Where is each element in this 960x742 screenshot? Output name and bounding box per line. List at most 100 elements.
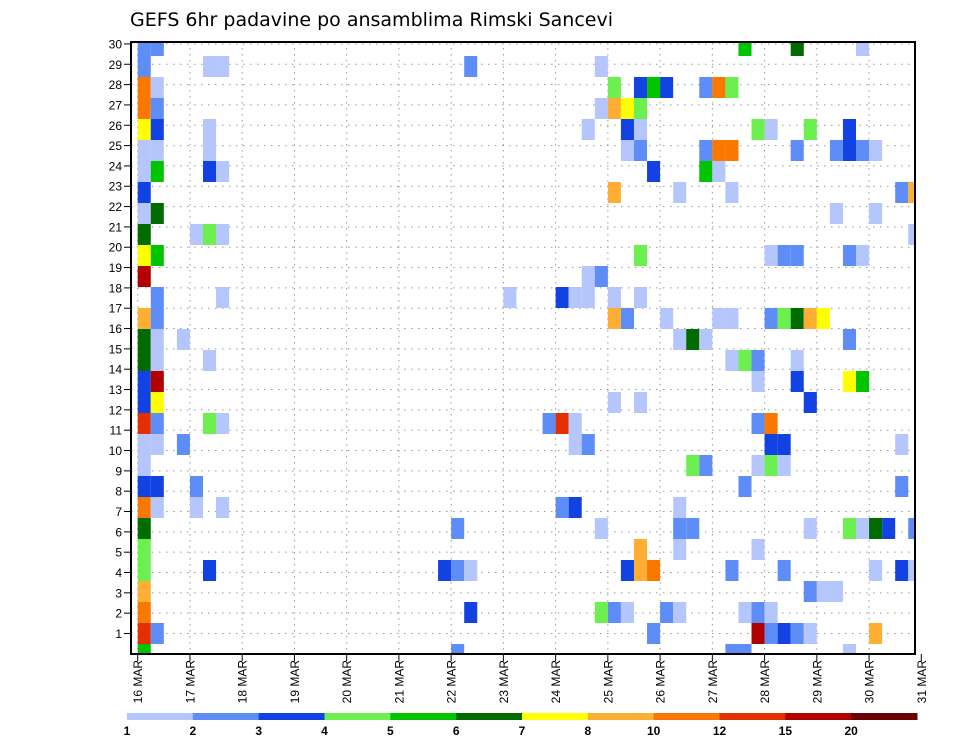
colorbar-label: 2: [189, 724, 196, 738]
heatmap-cell: [438, 560, 452, 581]
heatmap-cell: [568, 287, 582, 308]
colorbar-segment: [851, 713, 918, 720]
heatmap-cell: [620, 119, 634, 140]
heatmap-cell: [856, 140, 870, 161]
heatmap-cell: [150, 203, 164, 224]
heatmap-cell: [633, 77, 648, 98]
colorbar-segment: [127, 713, 194, 720]
heatmap-cell: [803, 392, 817, 413]
heatmap-cell: [647, 77, 661, 98]
heatmap-cell: [738, 42, 752, 56]
y-tick-label: 12: [109, 403, 123, 417]
y-tick-label: 14: [109, 363, 123, 377]
heatmap-cell: [150, 42, 164, 56]
heatmap-cell: [568, 434, 582, 455]
heatmap-cell: [803, 518, 817, 539]
heatmap-cell: [764, 413, 778, 434]
heatmap-cell: [137, 539, 151, 560]
heatmap-cell: [555, 287, 569, 308]
heatmap-cell: [764, 455, 778, 476]
heatmap-cell: [137, 581, 151, 602]
heatmap-cell: [908, 182, 915, 203]
heatmap-cell: [712, 140, 726, 161]
heatmap-cell: [581, 266, 595, 287]
heatmap-cell: [751, 455, 765, 476]
heatmap-cell: [777, 308, 791, 329]
colorbar-label: 7: [519, 724, 526, 738]
heatmap-cell: [856, 245, 870, 266]
plot-frame: [130, 41, 916, 655]
heatmap-cell: [895, 476, 909, 497]
y-tick-label: 19: [109, 261, 123, 275]
colorbar-label: 1: [124, 724, 131, 738]
y-tick-label: 28: [109, 78, 123, 92]
y-tick-label: 5: [115, 546, 122, 560]
heatmap-cell: [725, 560, 739, 581]
heatmap-cells: [137, 42, 915, 654]
heatmap-cell: [137, 329, 151, 350]
heatmap-cell: [216, 161, 230, 182]
heatmap-cell: [660, 77, 674, 98]
colorbar-segment: [785, 713, 852, 720]
heatmap-cell: [150, 287, 164, 308]
heatmap-cell: [594, 266, 608, 287]
heatmap-cell: [790, 371, 804, 392]
heatmap-cell: [216, 413, 230, 434]
heatmap-cell: [803, 119, 817, 140]
heatmap-cell: [150, 119, 164, 140]
heatmap-cell: [137, 98, 151, 119]
heatmap-cell: [777, 245, 791, 266]
heatmap-cell: [189, 497, 203, 518]
y-tick-label: 10: [109, 444, 123, 458]
heatmap-cell: [829, 203, 843, 224]
heatmap-cell: [633, 245, 648, 266]
heatmap-cell: [764, 308, 778, 329]
heatmap-cell: [203, 560, 217, 581]
heatmap-cell: [189, 224, 203, 245]
heatmap-cell: [137, 42, 151, 56]
x-tick-label: 18 MAR: [236, 660, 250, 704]
heatmap-cell: [869, 140, 883, 161]
heatmap-cell: [725, 77, 739, 98]
heatmap-cell: [594, 98, 608, 119]
heatmap-cell: [895, 182, 909, 203]
heatmap-cell: [137, 56, 151, 77]
heatmap-cell: [150, 476, 164, 497]
heatmap-cell: [176, 434, 190, 455]
colorbar-label: 5: [387, 724, 394, 738]
heatmap-cell: [568, 497, 582, 518]
colorbar-segment: [192, 713, 260, 720]
heatmap-cell: [150, 329, 164, 350]
y-tick-label: 29: [109, 58, 123, 72]
colorbar-segment: [390, 713, 457, 720]
heatmap-cell: [633, 392, 648, 413]
heatmap-cell: [137, 434, 151, 455]
heatmap-cell: [842, 371, 856, 392]
heatmap-cell: [712, 308, 726, 329]
heatmap-cell: [451, 518, 465, 539]
heatmap-cell: [203, 350, 217, 371]
heatmap-cell: [620, 308, 634, 329]
heatmap-cell: [137, 308, 151, 329]
heatmap-cell: [137, 119, 151, 140]
heatmap-cell: [150, 98, 164, 119]
heatmap-cell: [203, 140, 217, 161]
heatmap-cell: [738, 602, 752, 623]
heatmap-cell: [725, 350, 739, 371]
heatmap-cell: [620, 560, 634, 581]
heatmap-cell: [581, 119, 595, 140]
x-tick-label: 16 MAR: [131, 660, 145, 704]
y-axis: 1234567891011121314151617181920212223242…: [109, 37, 131, 641]
heatmap-cell: [842, 644, 856, 654]
heatmap-cell: [686, 329, 700, 350]
x-tick-label: 17 MAR: [183, 660, 197, 704]
heatmap-cell: [869, 623, 883, 644]
x-tick-label: 27 MAR: [706, 660, 720, 704]
heatmap-cell: [137, 182, 151, 203]
heatmap-cell: [829, 140, 843, 161]
y-tick-label: 15: [109, 342, 123, 356]
heatmap-cell: [216, 287, 230, 308]
y-tick-label: 6: [115, 525, 122, 539]
heatmap-cell: [451, 560, 465, 581]
chart-title: GEFS 6hr padavine po ansamblima Rimski S…: [130, 9, 613, 31]
